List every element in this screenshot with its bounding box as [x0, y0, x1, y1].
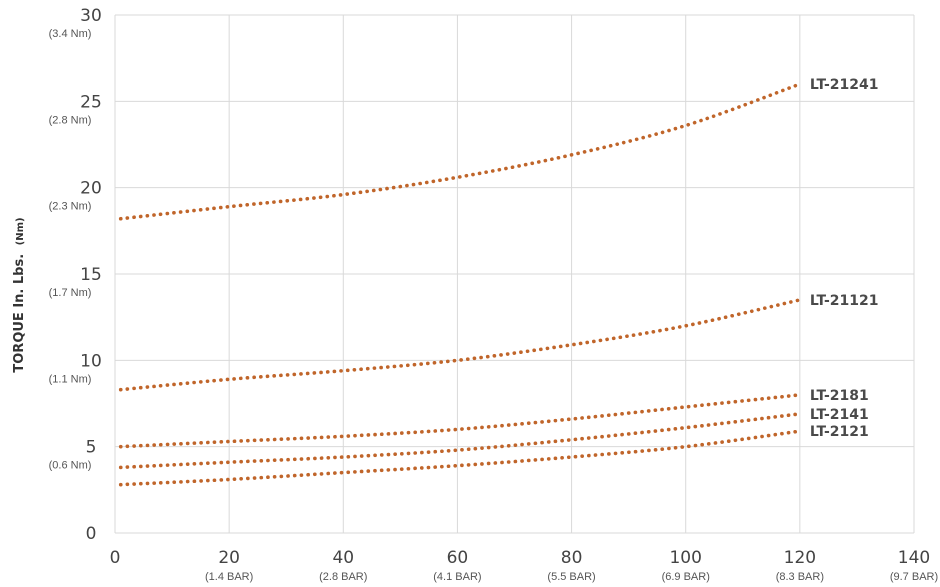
- series-label-lt-2141: LT-2141: [810, 407, 869, 423]
- y-tick-label: 15: [80, 265, 102, 285]
- x-tick-sublabel: (1.4 BAR): [205, 571, 253, 583]
- x-tick-label: 60: [447, 548, 469, 568]
- x-tick-label: 40: [332, 548, 354, 568]
- y-tick-label: 30: [80, 6, 102, 26]
- x-tick-sublabel: (9.7 BAR): [890, 571, 938, 583]
- series-label-lt-21241: LT-21241: [810, 77, 879, 93]
- series-line-lt-2141: [118, 412, 802, 470]
- grid: [114, 14, 915, 534]
- series-line-lt-21121: [118, 298, 802, 392]
- series-line-lt-21241: [118, 82, 802, 221]
- series-label-lt-21121: LT-21121: [810, 293, 879, 309]
- y-tick-label: 0: [86, 524, 97, 544]
- y-axis-ticks: 0 5 (0.6 Nm) 10 (1.1 Nm) 15 (1.7 Nm) 20 (2.3 Nm)…: [49, 6, 102, 544]
- y-axis-title-unit: (Nm): [15, 217, 26, 245]
- x-tick-label: 140: [898, 548, 930, 568]
- series-label-lt-2121: LT-2121: [810, 424, 869, 440]
- y-tick-label: 10: [80, 351, 102, 371]
- y-tick-label: 5: [86, 438, 97, 458]
- series-line-lt-2121: [118, 429, 802, 487]
- x-tick-label: 80: [561, 548, 583, 568]
- x-tick-sublabel: (4.1 BAR): [433, 571, 481, 583]
- x-tick-sublabel: (8.3 BAR): [776, 571, 824, 583]
- y-tick-sublabel: (2.8 Nm): [49, 114, 92, 126]
- y-tick-sublabel: (1.7 Nm): [49, 287, 92, 299]
- x-axis-ticks: 0 20 (1.4 BAR) 40 (2.8 BAR) 60 (4.1 BAR) 80 (5.5…: [110, 548, 939, 583]
- y-axis-title: TORQUE In. Lbs. (Nm): [12, 217, 27, 372]
- x-tick-sublabel: (6.9 BAR): [662, 571, 710, 583]
- x-tick-sublabel: (2.8 BAR): [319, 571, 367, 583]
- y-tick-label: 20: [80, 179, 102, 199]
- x-tick-sublabel: (5.5 BAR): [547, 571, 595, 583]
- y-axis-title-text: TORQUE In. Lbs.: [12, 254, 27, 373]
- y-tick-sublabel: (0.6 Nm): [49, 460, 92, 472]
- series-line-lt-2181: [118, 393, 802, 449]
- y-tick-sublabel: (2.3 Nm): [49, 201, 92, 213]
- x-tick-label: 0: [110, 548, 121, 568]
- series-lines: [118, 82, 802, 487]
- x-tick-label: 120: [784, 548, 816, 568]
- y-tick-sublabel: (3.4 Nm): [49, 28, 92, 40]
- series-label-lt-2181: LT-2181: [810, 388, 869, 404]
- x-tick-label: 100: [669, 548, 701, 568]
- x-tick-label: 20: [218, 548, 240, 568]
- y-tick-label: 25: [80, 92, 102, 112]
- y-tick-sublabel: (1.1 Nm): [49, 373, 92, 385]
